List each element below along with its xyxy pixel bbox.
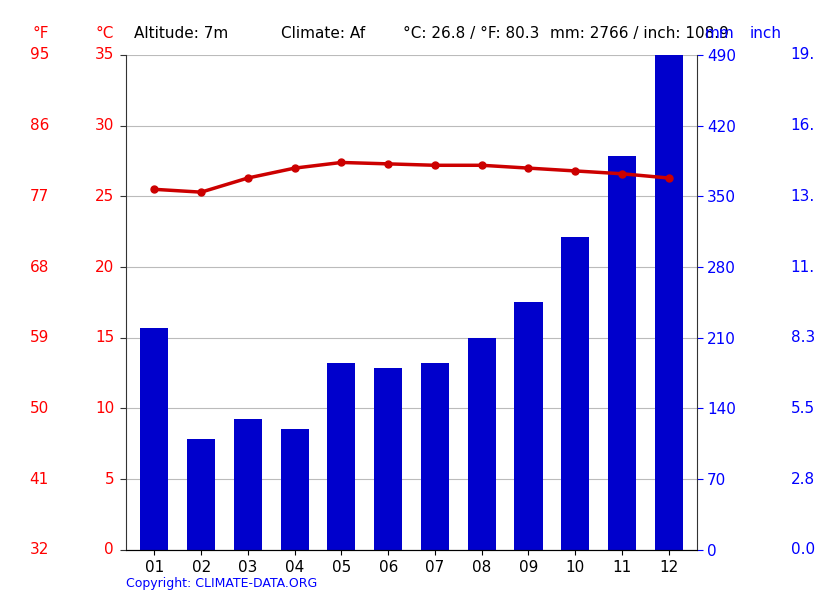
Text: 95: 95 [29,48,49,62]
Text: 5.5: 5.5 [791,401,815,416]
Text: mm: 2766 / inch: 108.9: mm: 2766 / inch: 108.9 [550,26,729,41]
Text: 8.3: 8.3 [791,331,815,345]
Text: 50: 50 [29,401,49,416]
Bar [421,363,449,550]
Bar [140,327,169,550]
Text: 19.3: 19.3 [791,48,815,62]
Text: mm: mm [705,26,735,41]
Text: 30: 30 [95,118,114,133]
Bar [654,55,683,550]
Text: 41: 41 [29,472,49,487]
Text: 2.8: 2.8 [791,472,815,487]
Bar [608,156,636,550]
Bar [280,429,309,550]
Text: °C: °C [95,26,114,41]
Text: 86: 86 [29,118,49,133]
Text: 0.0: 0.0 [791,543,815,557]
Text: 10: 10 [95,401,114,416]
Text: Copyright: CLIMATE-DATA.ORG: Copyright: CLIMATE-DATA.ORG [126,577,318,590]
Bar [374,368,403,550]
Bar [328,363,355,550]
Text: 68: 68 [29,260,49,274]
Bar [187,439,215,550]
Bar [468,338,496,550]
Bar [562,237,589,550]
Text: 25: 25 [95,189,114,204]
Text: 59: 59 [29,331,49,345]
Text: 32: 32 [29,543,49,557]
Bar [234,419,262,550]
Text: Altitude: 7m: Altitude: 7m [134,26,229,41]
Text: °C: 26.8 / °F: 80.3: °C: 26.8 / °F: 80.3 [403,26,540,41]
Text: 16.5: 16.5 [791,118,815,133]
Text: 77: 77 [29,189,49,204]
Text: 0: 0 [104,543,114,557]
Text: 5: 5 [104,472,114,487]
Bar [514,302,543,550]
Text: Climate: Af: Climate: Af [281,26,365,41]
Text: °F: °F [33,26,49,41]
Text: 35: 35 [95,48,114,62]
Text: 20: 20 [95,260,114,274]
Text: 13.8: 13.8 [791,189,815,204]
Text: 11.0: 11.0 [791,260,815,274]
Text: inch: inch [750,26,782,41]
Text: 15: 15 [95,331,114,345]
